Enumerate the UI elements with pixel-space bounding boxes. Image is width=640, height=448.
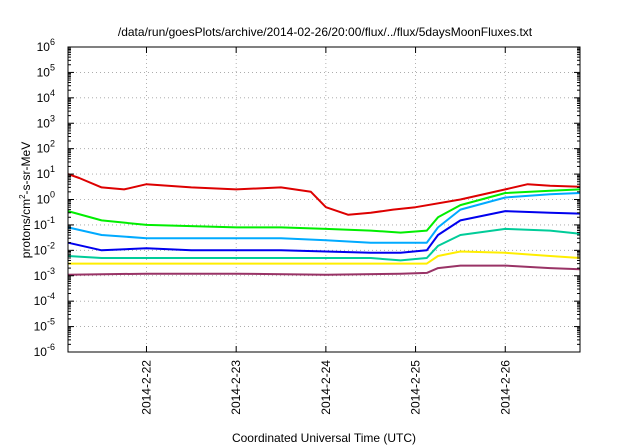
y-tick-base: 10: [37, 116, 51, 130]
y-tick-label: 10-2: [34, 240, 55, 257]
y-tick-exponent: -4: [47, 291, 55, 301]
y-tick-label: 103: [37, 113, 55, 130]
y-tick-label: 100: [37, 190, 55, 207]
y-axis: 10-610-510-410-310-210-11001011021031041…: [34, 37, 580, 359]
x-tick-label: 2014-2-23: [229, 360, 243, 415]
grid-lines: [68, 47, 580, 352]
y-tick-exponent: 1: [50, 164, 55, 174]
y-tick-base: 10: [37, 193, 51, 207]
y-tick-exponent: 0: [50, 190, 55, 200]
y-tick-label: 10-3: [34, 266, 55, 283]
y-tick-label: 105: [37, 62, 55, 79]
y-axis-label-sup: 2: [18, 194, 27, 199]
y-tick-exponent: 3: [50, 113, 55, 123]
y-tick-base: 10: [34, 345, 48, 359]
y-tick-base: 10: [34, 269, 48, 283]
y-tick-exponent: 6: [50, 37, 55, 47]
x-tick-label: 2014-2-26: [498, 360, 512, 415]
y-tick-base: 10: [37, 40, 51, 54]
y-tick-label: 10-4: [34, 291, 55, 308]
y-tick-base: 10: [37, 142, 51, 156]
y-tick-base: 10: [34, 320, 48, 334]
y-tick-base: 10: [34, 218, 48, 232]
y-tick-label: 101: [37, 164, 55, 181]
y-tick-label: 10-5: [34, 317, 55, 334]
x-tick-label: 2014-2-24: [319, 360, 333, 415]
y-tick-base: 10: [34, 294, 48, 308]
series-line-7: [67, 264, 581, 276]
series-group: [67, 173, 581, 276]
y-axis-label: protons/cm2-s-sr-MeV: [18, 142, 33, 258]
y-axis-label-base: protons/cm: [19, 199, 33, 258]
y-tick-base: 10: [37, 167, 51, 181]
y-tick-label: 106: [37, 37, 55, 54]
y-tick-label: 10-1: [34, 215, 55, 232]
y-tick-exponent: 4: [50, 88, 55, 98]
x-tick-label: 2014-2-22: [139, 360, 153, 415]
y-axis-label-rest: -s-sr-MeV: [19, 142, 33, 195]
y-tick-exponent: -2: [47, 240, 55, 250]
y-tick-label: 104: [37, 88, 55, 105]
series-line-4: [67, 210, 581, 254]
y-tick-exponent: -5: [47, 317, 55, 327]
y-tick-base: 10: [34, 243, 48, 257]
series-line-1: [67, 173, 581, 216]
series-line-3: [67, 192, 581, 244]
y-tick-exponent: 2: [50, 139, 55, 149]
y-tick-exponent: -6: [47, 342, 55, 352]
x-tick-label: 2014-2-25: [409, 360, 423, 415]
y-tick-exponent: -3: [47, 266, 55, 276]
x-axis: 2014-2-22 2014-2-23 2014-2-24 2014-2-25 2014…: [139, 47, 512, 415]
y-tick-base: 10: [37, 91, 51, 105]
series-line-2: [67, 188, 581, 234]
y-tick-exponent: -1: [47, 215, 55, 225]
y-tick-label: 102: [37, 139, 55, 156]
series-line-6: [68, 250, 581, 265]
chart-title: /data/run/goesPlots/archive/2014-02-26/2…: [118, 25, 533, 39]
y-tick-base: 10: [37, 65, 51, 79]
series-line-5: [67, 227, 581, 262]
y-tick-exponent: 5: [50, 62, 55, 72]
y-tick-label: 10-6: [34, 342, 55, 359]
x-axis-label: Coordinated Universal Time (UTC): [232, 431, 416, 445]
